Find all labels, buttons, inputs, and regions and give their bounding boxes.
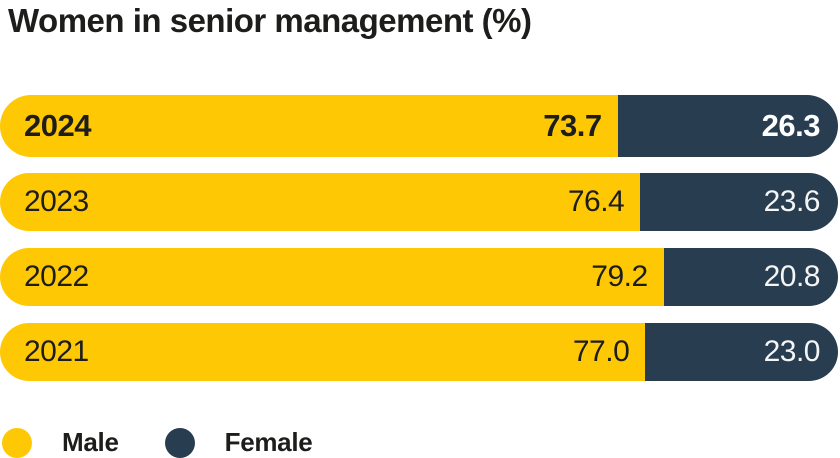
legend-dot-male-icon bbox=[2, 427, 32, 458]
bar-female-value: 26.3 bbox=[761, 108, 821, 143]
bar-segment-female: 20.8 bbox=[663, 248, 838, 306]
bar-year-label: 2024 bbox=[24, 108, 91, 143]
legend-item-female: Female bbox=[164, 427, 313, 458]
legend-dot-female-icon bbox=[164, 427, 195, 458]
bar-chart: 2024 73.7 26.3 2023 76.4 23.6 2022 79.2 … bbox=[0, 95, 838, 398]
legend-item-male: Male bbox=[2, 427, 119, 458]
bar-segment-male: 2021 77.0 bbox=[0, 323, 646, 381]
bar-row-2023: 2023 76.4 23.6 bbox=[0, 173, 838, 231]
bar-female-value: 23.0 bbox=[763, 335, 821, 368]
legend-label-female: Female bbox=[224, 427, 313, 457]
chart-title: Women in senior management (%) bbox=[8, 2, 532, 39]
bar-segment-female: 26.3 bbox=[617, 95, 838, 157]
chart-legend: Male Female bbox=[2, 427, 313, 458]
bar-row-2022: 2022 79.2 20.8 bbox=[0, 248, 838, 306]
legend-label-male: Male bbox=[62, 427, 119, 457]
bar-female-value: 23.6 bbox=[763, 185, 821, 218]
bar-male-value: 73.7 bbox=[543, 108, 602, 143]
bar-segment-male: 2022 79.2 bbox=[0, 248, 664, 306]
bar-female-value: 20.8 bbox=[763, 260, 821, 293]
bar-male-value: 79.2 bbox=[591, 260, 648, 293]
bar-male-value: 76.4 bbox=[567, 185, 625, 218]
bar-year-label: 2022 bbox=[24, 260, 89, 293]
bar-segment-female: 23.6 bbox=[640, 173, 838, 231]
bar-male-value: 77.0 bbox=[572, 335, 630, 368]
bar-year-label: 2023 bbox=[24, 185, 89, 218]
bar-row-2024: 2024 73.7 26.3 bbox=[0, 95, 838, 157]
bar-segment-male: 2024 73.7 bbox=[0, 95, 618, 157]
bar-segment-male: 2023 76.4 bbox=[0, 173, 641, 231]
bar-year-label: 2021 bbox=[24, 335, 89, 368]
bar-row-2021: 2021 77.0 23.0 bbox=[0, 323, 838, 381]
bar-segment-female: 23.0 bbox=[645, 323, 838, 381]
